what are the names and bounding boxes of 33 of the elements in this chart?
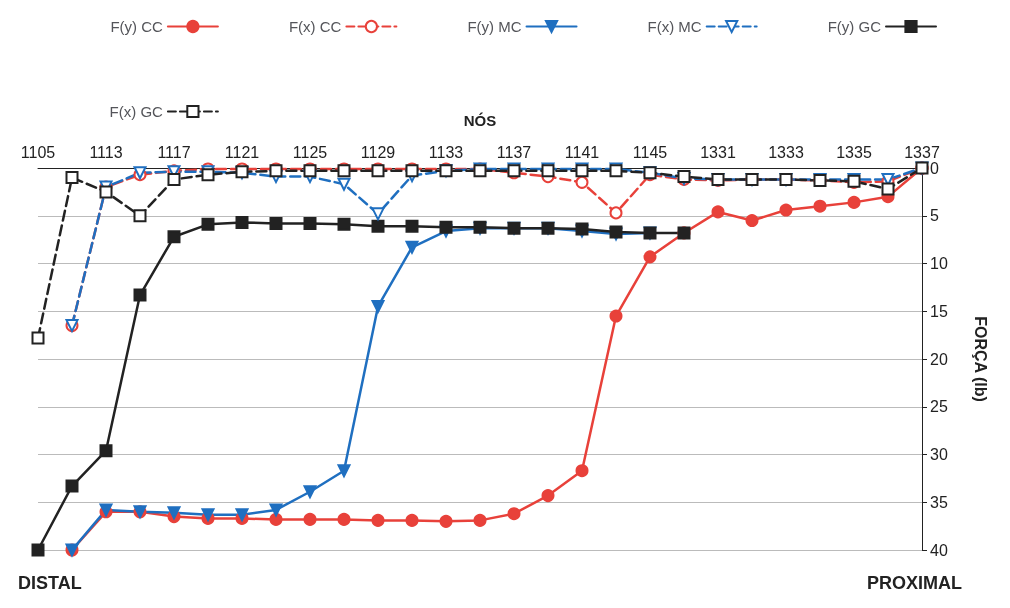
legend-label: F(x) GC (109, 103, 164, 120)
legend-label: F(x) CC (288, 18, 342, 35)
x-tick-label: 1121 (224, 143, 260, 161)
y-tick-label: 30 (930, 446, 948, 463)
y-tick-label: 25 (930, 398, 948, 416)
x-tick-label: 1137 (496, 143, 532, 161)
y-tick-label: 0 (930, 159, 939, 177)
x-tick-label: 1337 (904, 143, 940, 161)
x-tick-label: 1145 (632, 143, 668, 161)
text: PROXIMAL (867, 573, 963, 593)
text: DISTAL (18, 573, 82, 593)
x-tick-label: 1113 (89, 143, 123, 161)
legend-label: F(y) CC (110, 18, 164, 35)
y-tick-label: 15 (930, 302, 948, 320)
x-tick-label: 1133 (428, 143, 464, 161)
y-tick-label: 5 (930, 207, 939, 225)
x-tick-label: 1335 (836, 143, 872, 161)
y-tick-label: 20 (930, 350, 948, 368)
y-tick-label: 40 (930, 541, 948, 559)
x-tick-label: 1333 (768, 143, 804, 161)
y-tick-label: 35 (930, 493, 948, 511)
y-axis-title: FORÇA (lb) (971, 316, 989, 402)
legend-label: F(y) MC (467, 18, 522, 35)
x-tick-label: 1129 (360, 143, 396, 161)
x-tick-label: 1331 (700, 143, 736, 161)
x-tick-label: 1125 (292, 143, 328, 161)
x-tick-label: 1141 (564, 143, 600, 161)
x-tick-label: 1105 (20, 143, 56, 161)
x-axis-title: NÓS (463, 112, 497, 129)
y-tick-label: 10 (930, 255, 948, 272)
legend-label: F(x) MC (647, 18, 702, 35)
legend-label: F(y) GC (827, 18, 882, 35)
x-tick-label: 1117 (157, 143, 191, 161)
